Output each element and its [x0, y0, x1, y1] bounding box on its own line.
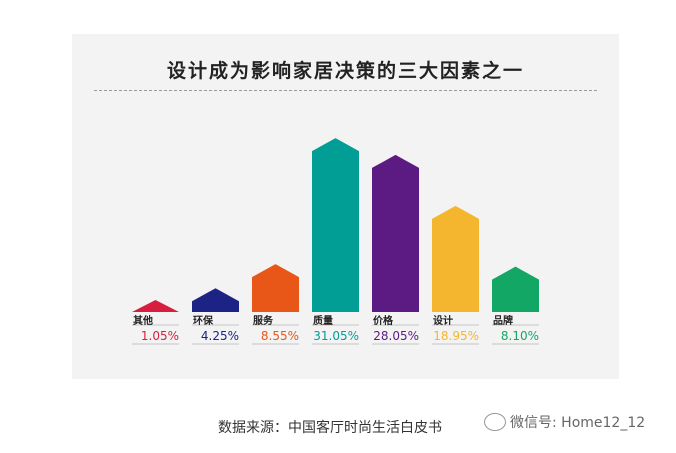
category-label: 其他 — [133, 314, 153, 327]
wechat-watermark: 微信号: Home12_12 — [484, 412, 645, 432]
value-label: 28.05% — [373, 329, 419, 343]
data-source-note: 数据来源：中国客厅时尚生活白皮书 — [218, 420, 442, 436]
category-label: 品牌 — [493, 314, 513, 327]
value-label: 18.95% — [433, 329, 479, 343]
value-label: 31.05% — [313, 329, 359, 343]
chart-panel: 设计成为影响家居决策的三大因素之一 其他 1.05% 环保 4.25% 服务 8.55% 质… — [72, 34, 619, 379]
category-label: 价格 — [373, 314, 394, 327]
bar-质量 — [312, 138, 359, 312]
category-label: 设计 — [433, 314, 453, 327]
category-label: 服务 — [253, 314, 274, 327]
bar-环保 — [192, 288, 239, 312]
bar-价格 — [372, 154, 419, 312]
value-label: 8.55% — [261, 329, 299, 343]
bar-chart: 其他 1.05% 环保 4.25% 服务 8.55% 质量 31.05% 价格 28.05% 设计 1… — [132, 138, 539, 345]
value-label: 1.05% — [141, 329, 179, 343]
bar-其他 — [132, 300, 179, 312]
bar-设计 — [432, 205, 479, 312]
chart-title: 设计成为影响家居决策的三大因素之一 — [166, 60, 524, 82]
category-label: 环保 — [193, 314, 214, 327]
value-label: 4.25% — [201, 329, 239, 343]
bar-服务 — [252, 264, 299, 312]
category-label: 质量 — [313, 314, 333, 327]
value-label: 8.10% — [501, 329, 539, 343]
watermark-text: 微信号: Home12_12 — [510, 415, 646, 431]
title-divider — [94, 90, 597, 91]
bar-品牌 — [492, 266, 539, 312]
wechat-icon — [484, 413, 506, 431]
